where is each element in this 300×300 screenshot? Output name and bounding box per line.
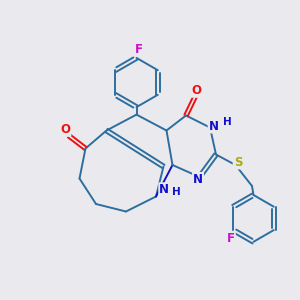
Text: O: O (60, 123, 70, 136)
Text: N: N (193, 173, 203, 186)
Text: F: F (227, 232, 235, 245)
Text: O: O (191, 84, 202, 97)
Text: N: N (208, 119, 219, 133)
Text: H: H (223, 117, 232, 127)
Text: N: N (159, 183, 169, 196)
Text: S: S (234, 155, 242, 169)
Text: F: F (135, 43, 143, 56)
Text: H: H (172, 187, 181, 197)
